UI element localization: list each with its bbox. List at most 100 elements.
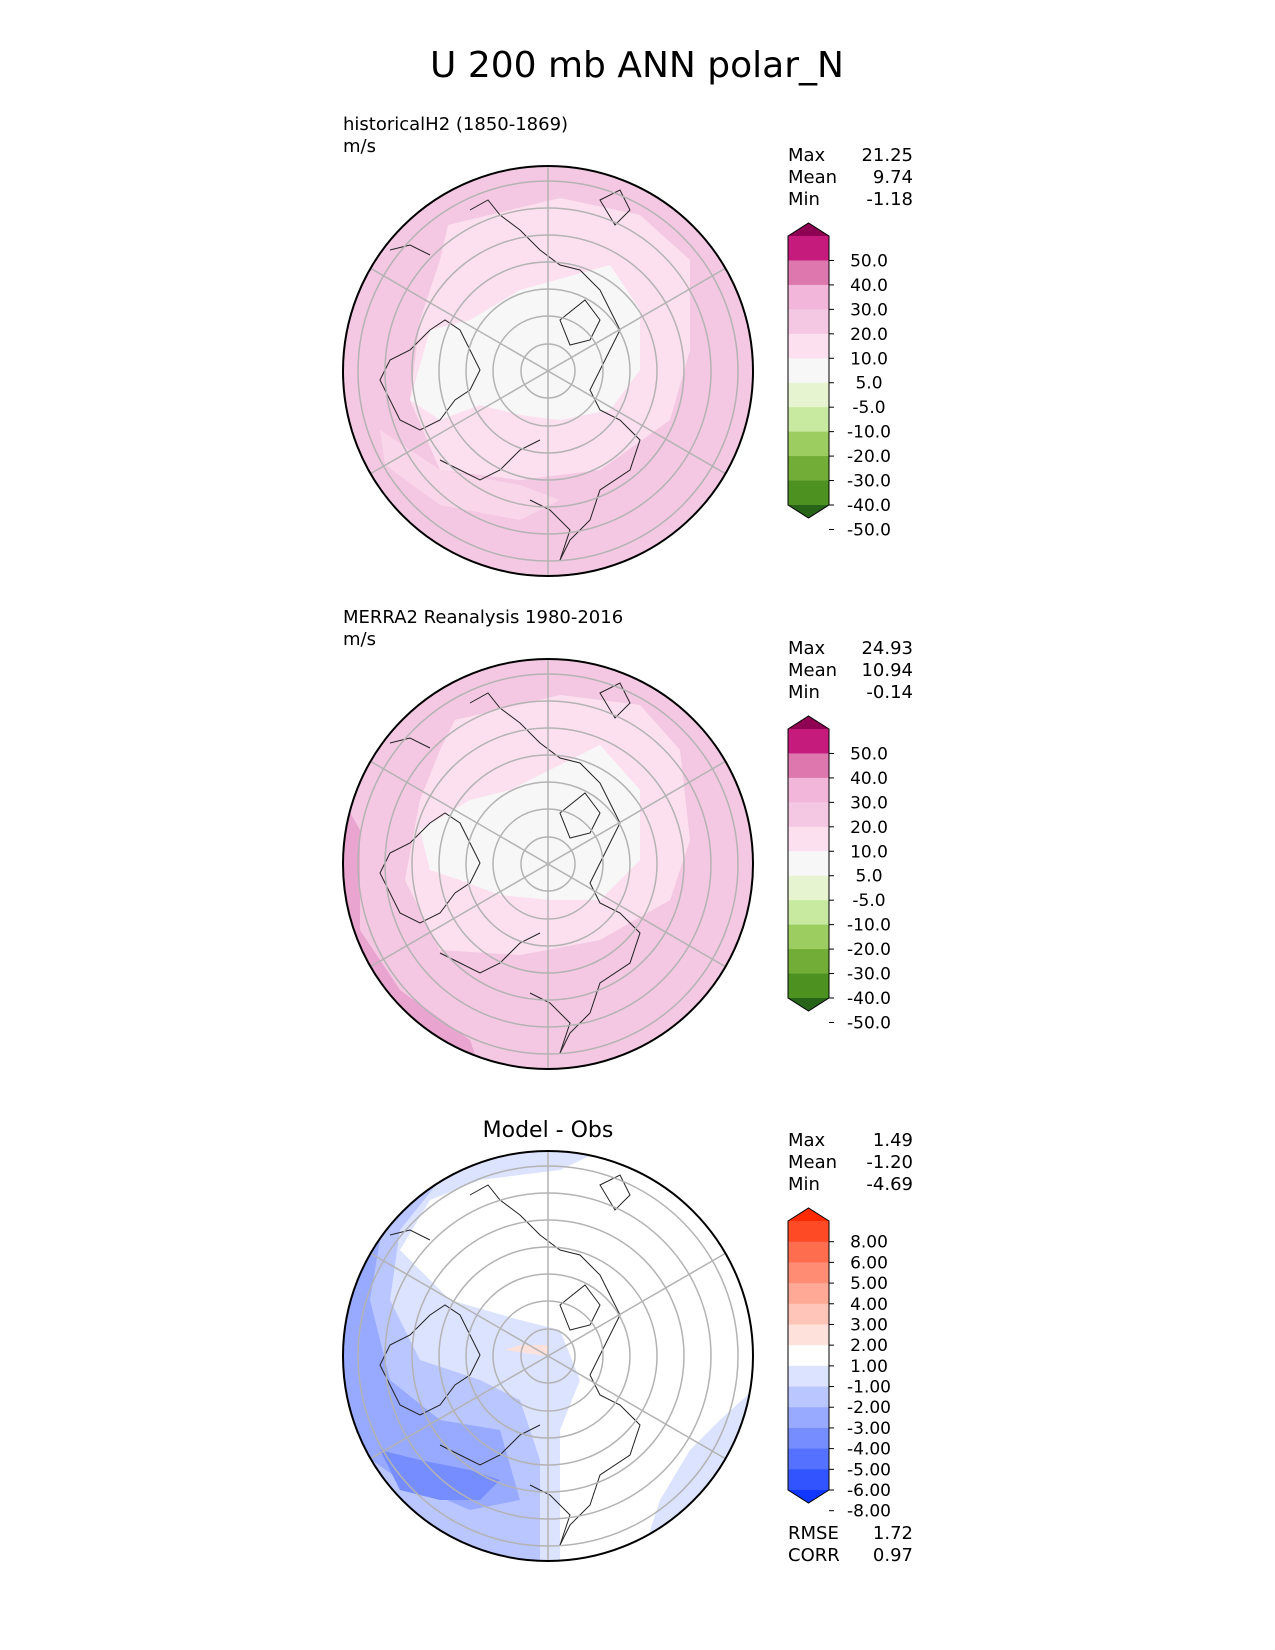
colorbar-swatch: [788, 924, 829, 950]
stat-max-label: Max: [788, 145, 826, 166]
colorbar-swatch: [788, 1241, 829, 1263]
stat-min-value: -1.18: [866, 189, 913, 210]
colorbar-swatch: [788, 753, 829, 779]
panel-reference: MERRA2 Reanalysis 1980-2016 m/s: [342, 607, 913, 1070]
colorbar-tick-label: -5.0: [852, 398, 885, 418]
colorbar-swatch: [788, 382, 829, 408]
colorbar-tick-label: -40.0: [847, 496, 891, 516]
stats-block: Max 21.25 Mean 9.74 Min -1.18: [788, 145, 913, 210]
stats-block: Max 24.93 Mean 10.94 Min -0.14: [788, 638, 913, 703]
stat-min-label: Min: [788, 1174, 820, 1195]
stat-max-value: 1.49: [873, 1130, 913, 1151]
colorbar-extend-min: [788, 505, 829, 518]
graticule: [357, 166, 739, 576]
contour-band-near-zero: [420, 745, 640, 900]
stat-max-value: 24.93: [861, 638, 913, 659]
panel-units: m/s: [343, 629, 376, 650]
colorbar-swatch: [788, 875, 829, 901]
colorbar-tick-label: 20.0: [850, 325, 888, 345]
colorbar-tick-label: -30.0: [847, 472, 891, 492]
colorbar-swatch: [788, 826, 829, 852]
colorbar-swatch: [788, 851, 829, 877]
stat-mean-label: Mean: [788, 660, 837, 681]
panel-label: MERRA2 Reanalysis 1980-2016: [343, 607, 623, 628]
stat-max-value: 21.25: [861, 145, 913, 166]
colorbar-tick-label: 40.0: [850, 276, 888, 296]
colorbar-tick-label: 5.0: [855, 374, 882, 394]
colorbar-tick-label: -2.00: [847, 1398, 891, 1418]
colorbar-swatch: [788, 1365, 829, 1388]
stat-mean-value: 9.74: [873, 167, 913, 188]
colorbar-tick-label: 50.0: [850, 744, 888, 764]
panel-test: historicalH2 (1850-1869) m/s: [342, 114, 913, 577]
map-boundary: [342, 658, 754, 1070]
contour-band-minus3-minus4: [343, 1240, 520, 1510]
contour-band-5-10: [380, 430, 560, 520]
colorbar-tick-label: -10.0: [847, 423, 891, 443]
colorbar-swatch: [788, 407, 829, 433]
contour-band-near-zero: [410, 265, 640, 420]
colorbar-tick-label: 8.00: [850, 1233, 888, 1253]
contour-band-positive: [505, 1345, 548, 1356]
colorbar-tick-label: 10.0: [850, 842, 888, 862]
colorbar-swatch: [788, 900, 829, 926]
colorbar-tick-label: 10.0: [850, 349, 888, 369]
colorbar-swatch: [788, 1221, 829, 1243]
colorbar-swatch: [788, 309, 829, 335]
colorbar-swatch: [788, 333, 829, 359]
metric-rmse-value: 1.72: [873, 1523, 913, 1544]
colorbar-tick-label: 2.00: [850, 1336, 888, 1356]
colorbar-swatch: [788, 1303, 829, 1325]
colorbar-swatch: [788, 973, 829, 999]
colorbar-swatch: [788, 1448, 829, 1470]
colorbar-swatch: [788, 1469, 829, 1491]
metrics-block: RMSE 1.72 CORR 0.97: [788, 1523, 913, 1566]
colorbar-swatch: [788, 260, 829, 286]
colorbar-extend-max: [788, 223, 829, 236]
panel-units: m/s: [343, 136, 376, 157]
colorbar-tick-label: -50.0: [847, 520, 891, 540]
panel-difference: Model - Obs: [342, 1118, 913, 1566]
map-boundary: [342, 1150, 754, 1562]
stat-mean-value: -1.20: [866, 1152, 913, 1173]
colorbar-swatch: [788, 729, 829, 754]
colorbar-tick-label: 30.0: [850, 300, 888, 320]
colorbar-tick-label: 30.0: [850, 793, 888, 813]
stat-mean-label: Mean: [788, 167, 837, 188]
colorbar-swatch: [788, 1262, 829, 1284]
colorbar-tick-label: -3.00: [847, 1419, 891, 1439]
colorbar-tick-label: -8.00: [847, 1502, 891, 1522]
colorbar: 8.006.005.004.003.002.001.00-1.00-2.00-3…: [787, 1207, 891, 1522]
colorbar-extend-min: [788, 998, 829, 1011]
colorbar-extend-min: [788, 1490, 829, 1503]
stat-min-label: Min: [788, 189, 820, 210]
graticule: [357, 659, 739, 1069]
stat-min-value: -4.69: [866, 1174, 913, 1195]
colorbar-tick-label: -30.0: [847, 965, 891, 985]
stats-block: Max 1.49 Mean -1.20 Min -4.69: [788, 1130, 913, 1195]
colorbar-tick-label: 3.00: [850, 1315, 888, 1335]
colorbar-tick-label: -1.00: [847, 1378, 891, 1398]
colorbar-tick-label: -6.00: [847, 1481, 891, 1501]
colorbar-tick-label: -50.0: [847, 1013, 891, 1033]
colorbar-swatch: [788, 431, 829, 457]
colorbar-swatch: [788, 358, 829, 384]
colorbar-tick-label: 4.00: [850, 1295, 888, 1315]
colorbar-swatch: [788, 456, 829, 482]
colorbar-tick-label: -20.0: [847, 940, 891, 960]
colorbar-tick-label: -4.00: [847, 1440, 891, 1460]
colorbar-tick-label: 20.0: [850, 818, 888, 838]
colorbar-swatch: [788, 480, 829, 506]
colorbar-swatch: [788, 1345, 829, 1367]
metric-rmse-label: RMSE: [788, 1523, 839, 1544]
figure-title: U 200 mb ANN polar_N: [430, 45, 844, 86]
colorbar-swatch: [788, 236, 829, 261]
colorbar-swatch: [788, 1407, 829, 1429]
panel-center-title: Model - Obs: [483, 1118, 614, 1143]
colorbar-swatch: [788, 1324, 829, 1346]
metric-corr-label: CORR: [788, 1545, 840, 1566]
stat-min-value: -0.14: [866, 682, 913, 703]
stat-min-label: Min: [788, 682, 820, 703]
colorbar-tick-label: 6.00: [850, 1253, 888, 1273]
